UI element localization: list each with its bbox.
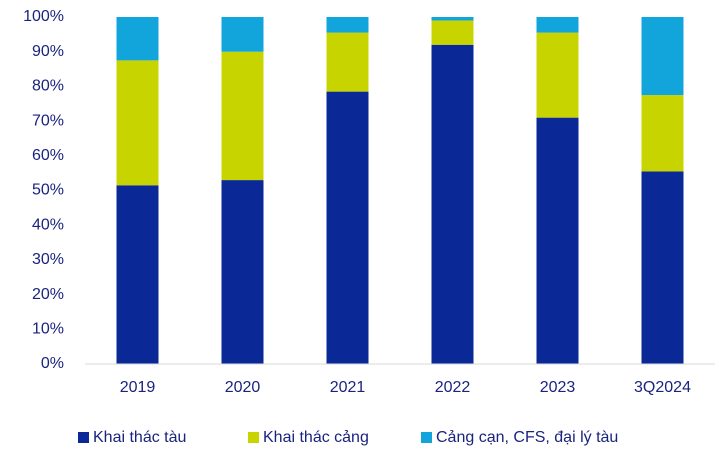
bar-segment <box>221 180 264 364</box>
bar-segment <box>221 51 264 181</box>
y-tick-label: 30% <box>32 251 64 268</box>
bar-segment <box>536 32 579 118</box>
x-tick-label: 2021 <box>330 379 366 396</box>
x-tick-label: 2022 <box>435 379 471 396</box>
y-tick-label: 20% <box>32 286 64 303</box>
y-tick-label: 50% <box>32 182 64 199</box>
y-tick-label: 0% <box>41 355 64 372</box>
bar-segment <box>431 44 474 364</box>
bar-segment <box>641 171 684 364</box>
bar-segment <box>326 17 369 33</box>
legend-swatch <box>421 432 432 443</box>
bar-segment <box>641 17 684 96</box>
bar-segment <box>536 17 579 33</box>
bar-segment <box>431 17 474 21</box>
y-tick-label: 10% <box>32 321 64 338</box>
x-tick-label: 2020 <box>225 379 261 396</box>
bar-segment <box>116 17 159 61</box>
legend-label: Khai thác cảng <box>263 429 369 446</box>
y-tick-label: 90% <box>32 43 64 60</box>
y-tick-label: 60% <box>32 147 64 164</box>
y-tick-label: 70% <box>32 112 64 129</box>
bar-segment <box>221 17 264 52</box>
x-tick-label: 3Q2024 <box>634 379 691 396</box>
bar-segment <box>326 91 369 364</box>
x-tick-label: 2023 <box>540 379 576 396</box>
bar-segment <box>326 32 369 92</box>
y-tick-label: 100% <box>23 8 64 25</box>
bar-segment <box>536 117 579 364</box>
x-tick-label: 2019 <box>120 379 156 396</box>
bar-segment <box>431 20 474 45</box>
y-tick-label: 80% <box>32 78 64 95</box>
legend-label: Khai thác tàu <box>93 429 186 446</box>
legend-swatch <box>248 432 259 443</box>
bar-segment <box>116 60 159 186</box>
legend-label: Cảng cạn, CFS, đại lý tàu <box>436 429 618 446</box>
y-tick-label: 40% <box>32 216 64 233</box>
bar-segment <box>116 185 159 364</box>
legend-swatch <box>78 432 89 443</box>
bar-segment <box>641 95 684 172</box>
